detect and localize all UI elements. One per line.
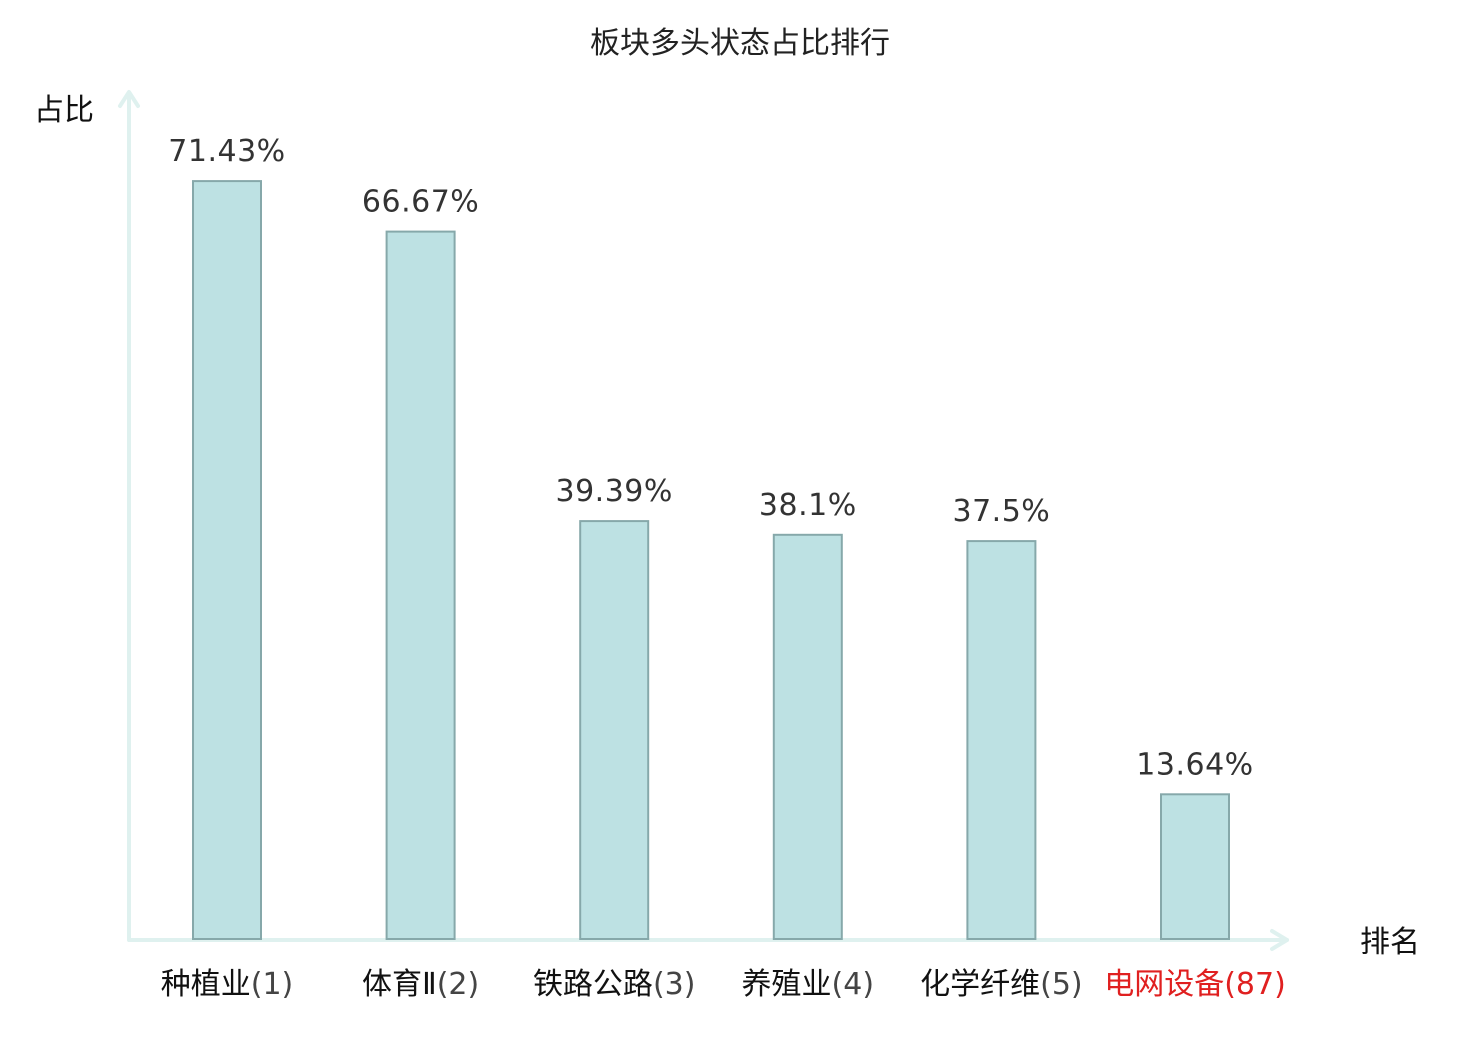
bar-4 xyxy=(772,533,843,940)
chart-title: 板块多头状态占比排行 xyxy=(590,26,890,61)
y-axis-arrow-icon xyxy=(118,90,140,108)
category-name: 养殖业 xyxy=(742,967,832,1002)
category-name: 种植业 xyxy=(161,967,251,1002)
value-labels-group: 71.43% 66.67% 39.39% 38.1% 37.5% 13.64% xyxy=(168,134,1253,782)
category-label-2: 体育Ⅱ(2) xyxy=(362,967,479,1002)
y-axis-label: 占比 xyxy=(34,93,94,128)
category-name: 电网设备 xyxy=(1104,967,1224,1002)
x-axis-arrow-icon xyxy=(1270,929,1289,951)
category-rank: (3) xyxy=(653,967,696,1002)
category-label-3: 铁路公路(3) xyxy=(533,967,696,1002)
bar-3 xyxy=(579,520,650,940)
value-label-4: 38.1% xyxy=(759,488,857,523)
bars-group xyxy=(192,180,1230,941)
value-label-1: 71.43% xyxy=(168,134,285,169)
value-label-3: 39.39% xyxy=(556,474,673,509)
category-label-1: 种植业(1) xyxy=(161,967,294,1002)
bar-2 xyxy=(385,230,456,941)
value-label-6: 13.64% xyxy=(1136,747,1253,782)
category-labels-group: 种植业(1) 体育Ⅱ(2) 铁路公路(3) 养殖业(4) 化学纤维(5) 电网设备(87) xyxy=(161,967,1286,1002)
bar-5 xyxy=(966,540,1037,940)
category-name: 铁路公路 xyxy=(533,967,653,1002)
category-rank: (4) xyxy=(832,967,875,1002)
category-name: 体育Ⅱ xyxy=(362,967,437,1002)
bar-1 xyxy=(192,180,262,941)
value-label-2: 66.67% xyxy=(362,185,479,220)
axes xyxy=(118,90,1289,951)
category-label-4: 养殖业(4) xyxy=(742,967,875,1002)
category-rank: (5) xyxy=(1040,967,1083,1002)
category-label-5: 化学纤维(5) xyxy=(920,967,1083,1002)
bar-6 xyxy=(1160,793,1230,940)
category-rank: (87) xyxy=(1224,967,1286,1002)
value-label-5: 37.5% xyxy=(952,494,1050,529)
category-label-6: 电网设备(87) xyxy=(1104,967,1286,1002)
category-name: 化学纤维 xyxy=(920,967,1040,1002)
x-axis-label: 排名 xyxy=(1360,925,1420,960)
category-rank: (2) xyxy=(437,967,480,1002)
category-rank: (1) xyxy=(251,967,294,1002)
